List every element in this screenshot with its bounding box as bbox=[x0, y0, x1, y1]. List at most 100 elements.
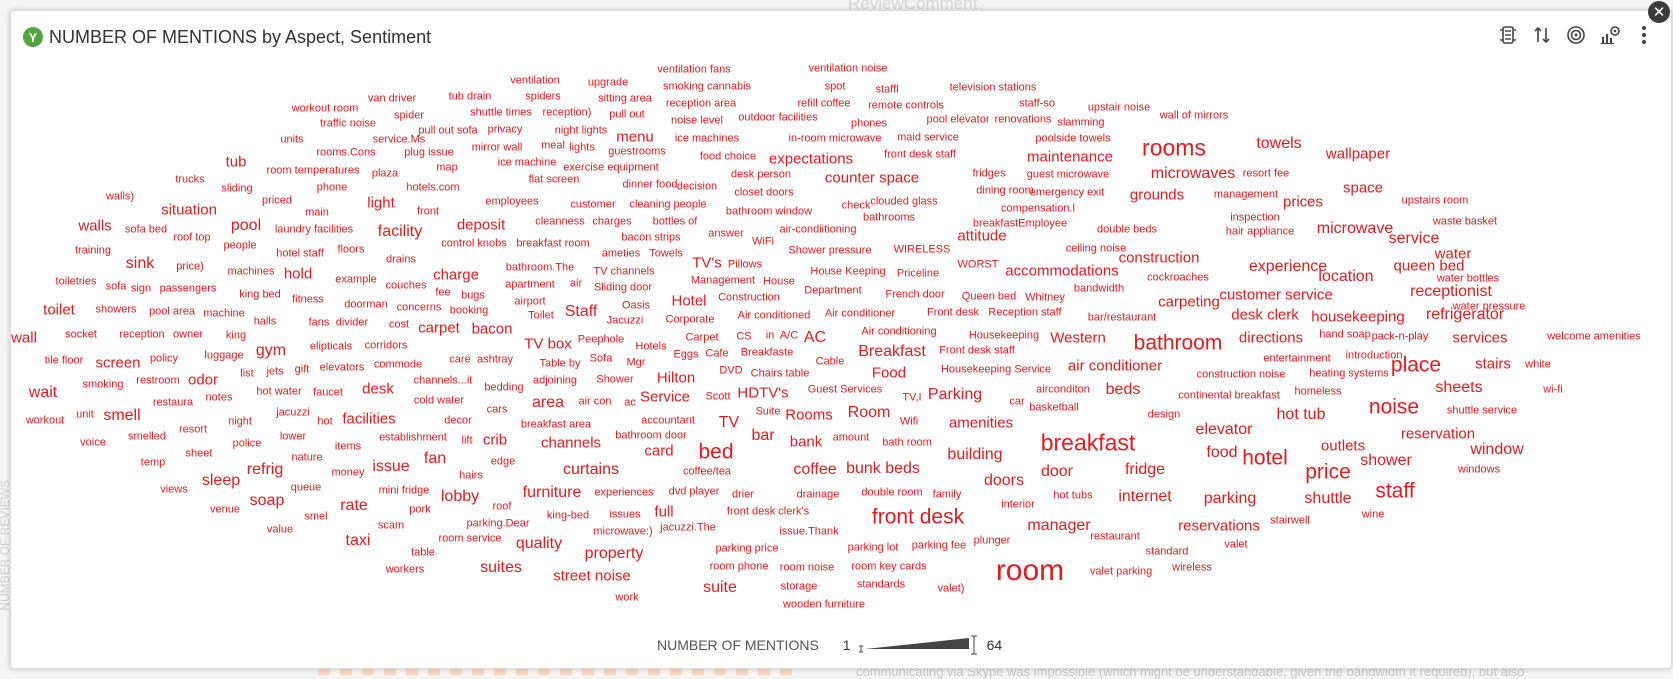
word-cloud-term[interactable]: desk clerk bbox=[1231, 306, 1299, 324]
word-cloud-term[interactable]: white bbox=[1525, 358, 1551, 371]
word-cloud-term[interactable]: fridges bbox=[972, 167, 1006, 180]
word-cloud-term[interactable]: map bbox=[436, 161, 458, 174]
word-cloud-term[interactable]: accountant bbox=[641, 414, 695, 427]
word-cloud-term[interactable]: Housekeeping bbox=[968, 329, 1040, 342]
word-cloud-term[interactable]: jets bbox=[266, 365, 284, 378]
word-cloud-term[interactable]: experience bbox=[1248, 258, 1328, 275]
word-cloud-term[interactable]: reception bbox=[119, 328, 165, 341]
word-cloud-term[interactable]: Front desk staff bbox=[939, 344, 1015, 357]
word-cloud-term[interactable]: queen bed bbox=[1393, 257, 1465, 275]
word-cloud-term[interactable]: Housekeeping Service bbox=[940, 363, 1052, 376]
word-cloud-term[interactable]: gift bbox=[294, 363, 310, 376]
word-cloud-term[interactable]: cleanness bbox=[535, 215, 585, 228]
word-cloud-term[interactable]: customer service bbox=[1219, 286, 1333, 304]
word-cloud-term[interactable]: attitude bbox=[957, 227, 1007, 245]
word-cloud-term[interactable]: restaurant bbox=[1090, 530, 1140, 543]
word-cloud-term[interactable]: bugs bbox=[461, 289, 485, 302]
word-cloud-term[interactable]: ashtray bbox=[476, 353, 514, 366]
word-cloud-term[interactable]: fan bbox=[423, 450, 447, 467]
word-cloud-term[interactable]: double beds bbox=[1097, 223, 1157, 236]
word-cloud-term[interactable]: entertainment bbox=[1263, 352, 1331, 365]
word-cloud-term[interactable]: basketball bbox=[1029, 401, 1079, 414]
word-cloud-term[interactable]: sleep bbox=[201, 472, 241, 489]
word-cloud-term[interactable]: bunk beds bbox=[846, 460, 920, 477]
word-cloud-term[interactable]: doorman bbox=[344, 298, 388, 311]
word-cloud-term[interactable]: shuttle times bbox=[470, 106, 532, 119]
word-cloud-term[interactable]: facility bbox=[377, 223, 423, 240]
word-cloud-term[interactable]: rooms bbox=[1142, 134, 1206, 161]
sort-icon[interactable] bbox=[1531, 23, 1553, 47]
word-cloud-term[interactable]: money bbox=[331, 466, 365, 479]
word-cloud-term[interactable]: wall bbox=[11, 329, 37, 347]
word-cloud-term[interactable]: drainage bbox=[796, 488, 840, 501]
word-cloud-term[interactable]: staff bbox=[1375, 479, 1415, 503]
word-cloud-term[interactable]: bathroom door bbox=[615, 429, 687, 442]
word-cloud-term[interactable]: wine bbox=[1361, 508, 1385, 521]
word-cloud-term[interactable]: property bbox=[584, 545, 644, 562]
word-cloud-term[interactable]: guestrooms bbox=[608, 145, 666, 158]
word-cloud-term[interactable]: Staff bbox=[564, 303, 598, 320]
word-cloud-term[interactable]: front desk clerk's bbox=[726, 505, 810, 518]
word-cloud-term[interactable]: parking price bbox=[715, 542, 779, 555]
word-cloud-term[interactable]: maid service bbox=[897, 131, 959, 144]
word-cloud-term[interactable]: experiences bbox=[594, 486, 654, 499]
word-cloud-term[interactable]: hotel staff bbox=[276, 247, 324, 260]
word-cloud-term[interactable]: king bed bbox=[239, 288, 281, 301]
word-cloud-term[interactable]: machines bbox=[227, 265, 275, 278]
word-cloud-term[interactable]: breakfastEmployee bbox=[972, 217, 1068, 230]
word-cloud-term[interactable]: bathroom bbox=[1133, 331, 1223, 355]
word-cloud-term[interactable]: homeless bbox=[1294, 385, 1342, 398]
word-cloud-term[interactable]: TV bbox=[718, 414, 740, 431]
word-cloud-term[interactable]: food choice bbox=[699, 150, 757, 163]
word-cloud-term[interactable]: drier bbox=[731, 488, 755, 501]
word-cloud-term[interactable]: booking bbox=[449, 304, 489, 317]
target-icon[interactable] bbox=[1565, 23, 1587, 47]
word-cloud-term[interactable]: service.Ms bbox=[372, 133, 426, 146]
word-cloud-term[interactable]: AC bbox=[803, 329, 827, 346]
word-cloud-term[interactable]: standards bbox=[856, 578, 906, 591]
word-cloud-term[interactable]: rooms.Cons bbox=[316, 146, 376, 159]
word-cloud-term[interactable]: pool area bbox=[149, 305, 195, 318]
word-cloud-term[interactable]: family bbox=[932, 488, 962, 501]
word-cloud-term[interactable]: situation bbox=[161, 201, 217, 219]
word-cloud-term[interactable]: WORST bbox=[957, 258, 999, 271]
word-cloud-term[interactable]: breakfast area bbox=[520, 418, 592, 431]
word-cloud-term[interactable]: work bbox=[615, 591, 639, 604]
word-cloud-term[interactable]: waste basket bbox=[1432, 215, 1498, 228]
word-cloud-term[interactable]: restaura bbox=[152, 396, 194, 409]
word-cloud-term[interactable]: decision bbox=[676, 180, 718, 193]
word-cloud-term[interactable]: television stations bbox=[949, 81, 1037, 94]
word-cloud-term[interactable]: price) bbox=[176, 260, 204, 273]
word-cloud-term[interactable]: concerns bbox=[396, 301, 442, 314]
word-cloud-term[interactable]: TV's bbox=[692, 254, 722, 272]
word-cloud-term[interactable]: priced bbox=[262, 194, 292, 207]
word-cloud-term[interactable]: airport bbox=[514, 295, 546, 308]
word-cloud-term[interactable]: front bbox=[416, 205, 440, 218]
word-cloud-term[interactable]: front desk bbox=[871, 505, 965, 529]
word-cloud-term[interactable]: cleaning people bbox=[629, 198, 707, 211]
word-cloud-term[interactable]: fee bbox=[435, 286, 451, 299]
word-cloud-term[interactable]: Shower bbox=[596, 373, 634, 386]
word-cloud-term[interactable]: crib bbox=[482, 431, 508, 449]
word-cloud-term[interactable]: TV channels bbox=[593, 265, 655, 278]
word-cloud-term[interactable]: wallpaper bbox=[1325, 145, 1391, 163]
word-cloud-term[interactable]: king-bed bbox=[546, 509, 590, 522]
word-cloud-term[interactable]: value bbox=[266, 523, 294, 536]
word-cloud-term[interactable]: Construction bbox=[718, 291, 780, 304]
word-cloud-term[interactable]: faucet bbox=[313, 386, 343, 399]
word-cloud-term[interactable]: light bbox=[367, 194, 395, 212]
word-cloud-term[interactable]: valet parking bbox=[1089, 565, 1153, 578]
word-cloud-term[interactable]: hot bbox=[317, 415, 333, 428]
word-cloud-term[interactable]: Western bbox=[1050, 329, 1106, 347]
word-cloud-term[interactable]: hot water bbox=[256, 385, 302, 398]
word-cloud-term[interactable]: people bbox=[223, 239, 257, 252]
word-cloud-term[interactable]: microwave:) bbox=[593, 525, 653, 538]
word-cloud-term[interactable]: ceiling noise bbox=[1065, 242, 1127, 255]
word-cloud-term[interactable]: night lights bbox=[554, 124, 608, 137]
word-cloud-term[interactable]: Room bbox=[847, 404, 891, 421]
word-cloud-term[interactable]: trucks bbox=[175, 173, 205, 186]
word-cloud-term[interactable]: corridors bbox=[364, 339, 408, 352]
word-cloud-term[interactable]: voice bbox=[80, 436, 106, 449]
word-cloud-term[interactable]: police bbox=[232, 437, 262, 450]
word-cloud-term[interactable]: elevator bbox=[1195, 421, 1253, 438]
